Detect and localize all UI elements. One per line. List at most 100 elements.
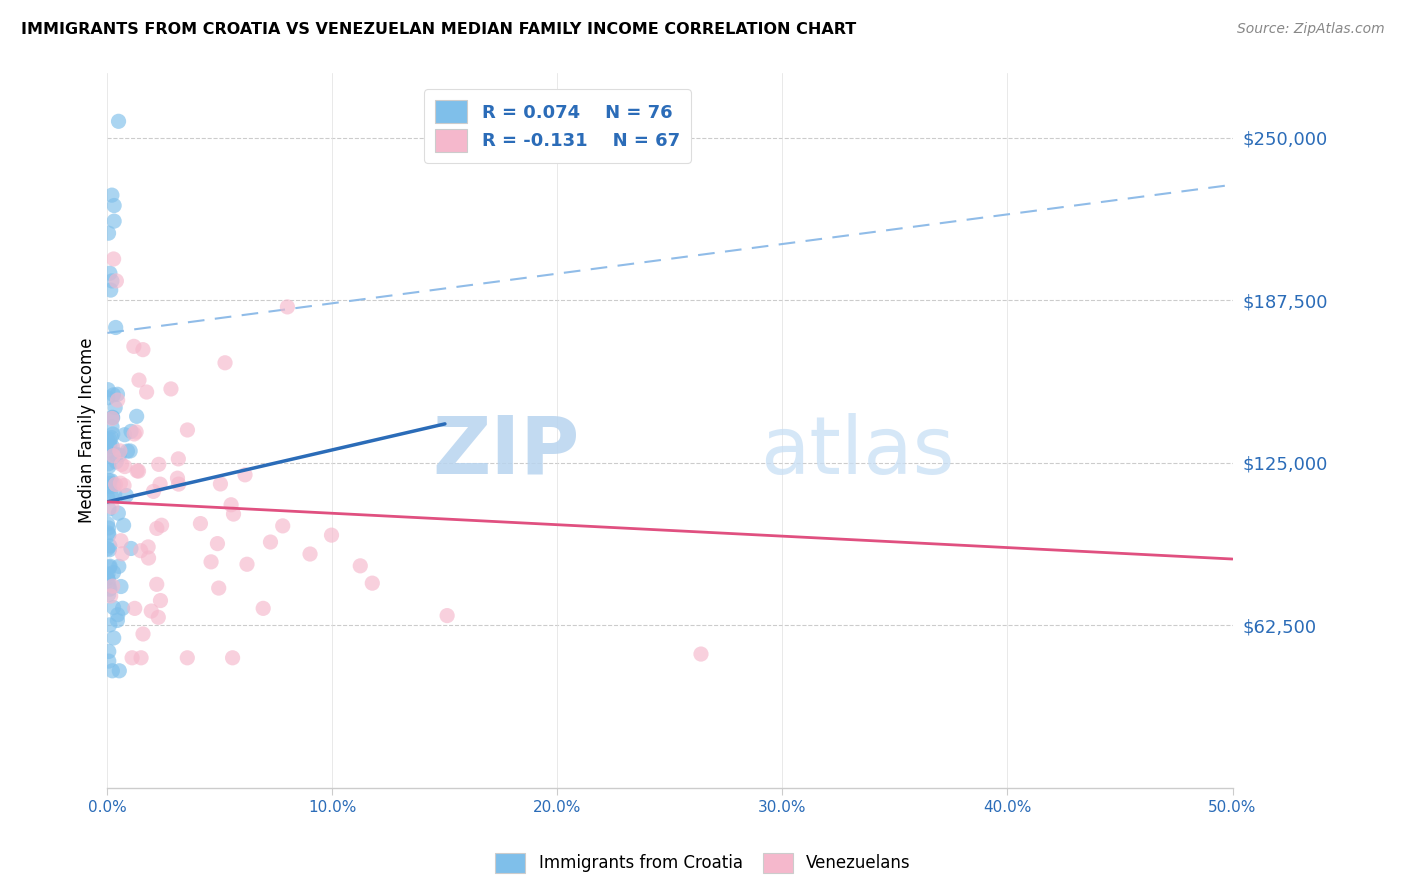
Point bbox=[105, 455, 128, 469]
Point bbox=[120, 425, 142, 439]
Point bbox=[108, 448, 131, 462]
Point bbox=[97, 491, 120, 505]
Point bbox=[349, 558, 371, 573]
Text: atlas: atlas bbox=[761, 413, 955, 491]
Point bbox=[107, 393, 129, 408]
Point bbox=[103, 252, 125, 266]
Point bbox=[107, 559, 129, 574]
Point bbox=[100, 589, 122, 603]
Point bbox=[114, 459, 136, 474]
Point bbox=[233, 467, 256, 482]
Point bbox=[105, 614, 128, 628]
Point bbox=[103, 631, 125, 645]
Point bbox=[141, 604, 163, 618]
Point bbox=[252, 601, 274, 615]
Point bbox=[97, 391, 120, 405]
Point bbox=[97, 528, 120, 542]
Point bbox=[100, 480, 122, 494]
Point bbox=[271, 519, 294, 533]
Point bbox=[135, 384, 157, 399]
Point bbox=[221, 650, 243, 665]
Point bbox=[259, 535, 281, 549]
Point bbox=[166, 471, 188, 485]
Point bbox=[100, 474, 122, 488]
Point bbox=[97, 587, 120, 601]
Point bbox=[98, 542, 121, 557]
Point bbox=[111, 547, 134, 561]
Legend: R = 0.074    N = 76, R = -0.131    N = 67: R = 0.074 N = 76, R = -0.131 N = 67 bbox=[425, 89, 690, 162]
Point bbox=[101, 440, 124, 454]
Point bbox=[101, 188, 124, 202]
Point bbox=[111, 601, 134, 615]
Point bbox=[222, 507, 245, 521]
Point bbox=[114, 427, 136, 442]
Point bbox=[299, 547, 322, 561]
Point bbox=[142, 484, 165, 499]
Point bbox=[690, 647, 713, 661]
Point bbox=[105, 274, 128, 288]
Point bbox=[160, 382, 183, 396]
Point bbox=[98, 618, 121, 632]
Point bbox=[104, 477, 127, 491]
Point bbox=[97, 459, 120, 474]
Point bbox=[207, 536, 229, 550]
Point bbox=[132, 343, 155, 357]
Point bbox=[97, 654, 120, 668]
Point bbox=[208, 581, 231, 595]
Point bbox=[436, 608, 458, 623]
Point bbox=[96, 541, 118, 556]
Point bbox=[104, 487, 127, 501]
Point bbox=[103, 198, 125, 212]
Point bbox=[132, 627, 155, 641]
Point bbox=[190, 516, 212, 531]
Point bbox=[107, 607, 129, 622]
Point bbox=[101, 500, 124, 515]
Point bbox=[98, 559, 121, 574]
Point bbox=[101, 664, 124, 678]
Point bbox=[96, 516, 118, 531]
Point bbox=[124, 601, 146, 615]
Point bbox=[104, 447, 127, 461]
Point bbox=[219, 498, 242, 512]
Point bbox=[103, 600, 125, 615]
Point bbox=[107, 387, 129, 401]
Point bbox=[209, 477, 232, 491]
Point bbox=[98, 539, 121, 553]
Point bbox=[98, 476, 121, 491]
Point bbox=[100, 430, 122, 444]
Point bbox=[97, 526, 120, 541]
Text: ZIP: ZIP bbox=[433, 413, 579, 491]
Point bbox=[121, 650, 143, 665]
Point bbox=[101, 410, 124, 425]
Point bbox=[361, 576, 384, 591]
Point bbox=[101, 411, 124, 425]
Point bbox=[97, 521, 120, 535]
Point bbox=[236, 558, 259, 572]
Point bbox=[97, 226, 120, 240]
Point bbox=[148, 610, 170, 624]
Point bbox=[97, 573, 120, 587]
Point bbox=[148, 458, 170, 472]
Point bbox=[103, 566, 125, 580]
Point bbox=[97, 644, 120, 658]
Point bbox=[97, 474, 120, 488]
Point bbox=[98, 582, 121, 596]
Point bbox=[112, 518, 135, 533]
Point bbox=[101, 420, 124, 434]
Point bbox=[176, 650, 198, 665]
Point bbox=[122, 427, 145, 442]
Point bbox=[167, 451, 190, 466]
Point bbox=[98, 432, 121, 446]
Point bbox=[97, 578, 120, 592]
Point bbox=[129, 650, 152, 665]
Point bbox=[149, 477, 172, 491]
Point bbox=[101, 410, 124, 425]
Point bbox=[100, 489, 122, 503]
Point bbox=[97, 433, 120, 447]
Point bbox=[120, 541, 142, 556]
Point bbox=[138, 551, 160, 566]
Point bbox=[104, 401, 127, 415]
Point bbox=[321, 528, 343, 542]
Point bbox=[122, 339, 145, 353]
Point bbox=[115, 488, 138, 502]
